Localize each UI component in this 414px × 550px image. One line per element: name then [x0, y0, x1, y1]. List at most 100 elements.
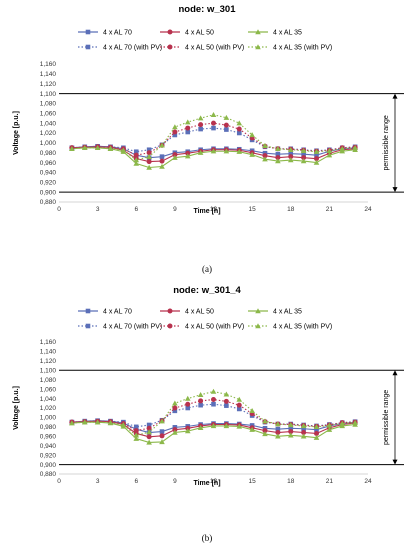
x-tick-label: 18	[287, 478, 295, 485]
chart-panel-b: node: w_301_4 4 x AL 70 4 x AL 50 4 x AL 35…	[13, 285, 404, 543]
x-tick-label: 3	[96, 206, 100, 213]
data-point	[223, 398, 229, 404]
data-point	[211, 397, 216, 403]
data-point	[236, 130, 242, 136]
data-point	[326, 152, 333, 158]
y-tick-label: 1,080	[40, 377, 57, 384]
x-tick-label: 0	[57, 478, 61, 485]
legend-entry: 4 x AL 35	[248, 308, 302, 316]
data-point	[249, 151, 255, 157]
data-point	[275, 430, 281, 436]
data-point	[159, 429, 165, 434]
legend-label: 4 x AL 50	[185, 309, 214, 316]
range-label: permissible range	[383, 115, 390, 170]
data-point	[301, 430, 307, 436]
data-point	[184, 395, 191, 401]
x-tick-label: 12	[210, 206, 218, 213]
chart-title: node: w_301_4	[173, 285, 241, 296]
data-point	[146, 429, 152, 435]
data-point	[198, 126, 203, 132]
data-point	[262, 418, 268, 424]
y-axis-label: Voltage [p.u.]	[13, 111, 20, 155]
data-point	[275, 426, 281, 432]
data-point	[313, 148, 320, 154]
data-point	[107, 145, 114, 151]
data-point	[133, 424, 139, 430]
y-tick-label: 1,120	[40, 358, 57, 365]
data-point	[146, 425, 152, 431]
y-tick-label: 1,160	[40, 61, 57, 68]
y-tick-label: 0,980	[40, 150, 57, 157]
x-tick-label: 21	[326, 206, 334, 213]
data-point	[185, 401, 191, 407]
data-point	[275, 433, 281, 439]
data-point	[172, 152, 178, 158]
data-point	[159, 154, 165, 159]
data-point	[172, 408, 178, 414]
data-point	[133, 149, 139, 155]
data-point	[159, 163, 165, 169]
data-point	[159, 439, 165, 445]
data-point	[223, 122, 229, 128]
data-point	[313, 434, 320, 440]
data-point	[249, 426, 255, 432]
data-point	[211, 125, 216, 131]
data-point	[339, 145, 346, 151]
data-point	[81, 144, 88, 150]
series-line	[71, 398, 356, 432]
chart-panel-a: node: w_301 4 x AL 70 4 x AL 50 4 x AL 35 4 …	[13, 4, 404, 274]
legend-label: 4 x AL 70 (with PV)	[103, 45, 162, 52]
range-arrow-head	[392, 370, 398, 376]
data-point	[236, 402, 242, 408]
data-point	[172, 429, 178, 435]
data-point	[300, 423, 307, 429]
y-tick-label: 0,960	[40, 433, 57, 440]
data-point	[223, 391, 230, 397]
data-point	[314, 430, 319, 436]
figure-caption: (a)	[202, 264, 212, 274]
y-tick-label: 1,020	[40, 405, 57, 412]
y-tick-label: 0,940	[40, 170, 57, 177]
data-point	[287, 157, 294, 163]
data-point	[288, 154, 294, 160]
x-tick-label: 15	[249, 478, 257, 485]
data-point	[210, 388, 217, 394]
data-point	[301, 151, 306, 157]
data-point	[94, 419, 101, 425]
data-point	[184, 153, 191, 159]
data-point	[210, 111, 217, 117]
data-point	[133, 435, 140, 441]
data-point	[287, 422, 294, 428]
data-point	[223, 148, 230, 154]
legend-marker	[167, 323, 173, 329]
data-point	[107, 419, 114, 425]
legend-label: 4 x AL 70	[103, 309, 132, 316]
data-point	[197, 115, 204, 121]
range-label: permissible range	[383, 390, 390, 445]
data-point	[133, 152, 139, 158]
y-tick-label: 1,100	[40, 91, 57, 98]
data-point	[69, 420, 75, 426]
data-point	[236, 120, 243, 126]
data-point	[288, 151, 294, 156]
data-point	[300, 433, 307, 439]
data-point	[262, 156, 268, 162]
y-tick-label: 1,040	[40, 120, 57, 127]
data-point	[159, 158, 165, 164]
y-tick-label: 0,920	[40, 179, 57, 186]
data-point	[339, 420, 346, 426]
legend-label: 4 x AL 35 (with PV)	[273, 324, 332, 331]
data-point	[314, 427, 319, 432]
legend-label: 4 x AL 50 (with PV)	[185, 324, 244, 331]
x-tick-label: 24	[364, 478, 372, 485]
data-point	[159, 142, 165, 148]
data-point	[172, 132, 178, 138]
data-point	[275, 145, 281, 151]
data-point	[236, 423, 243, 429]
data-point	[314, 152, 319, 158]
y-tick-label: 1,080	[40, 101, 57, 108]
data-point	[133, 160, 140, 166]
data-point	[236, 396, 243, 402]
x-tick-label: 3	[96, 478, 100, 485]
